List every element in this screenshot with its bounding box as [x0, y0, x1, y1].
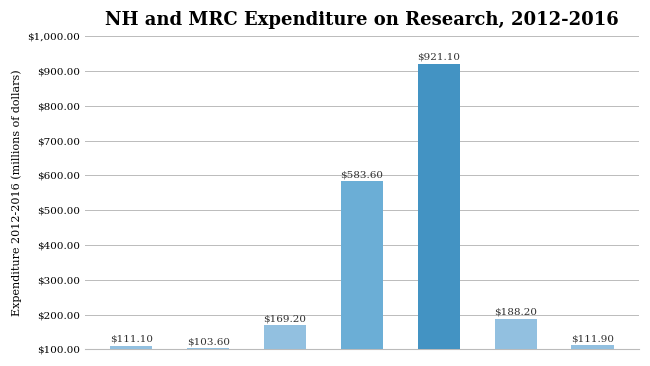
Text: $111.90: $111.90 [571, 334, 614, 343]
Bar [110, 346, 153, 366]
Text: $921.10: $921.10 [417, 53, 460, 61]
Text: $583.60: $583.60 [341, 170, 384, 179]
Title: NH and MRC Expenditure on Research, 2012-2016: NH and MRC Expenditure on Research, 2012… [105, 11, 619, 29]
Bar [418, 64, 460, 366]
Bar [571, 345, 614, 366]
Bar [495, 319, 537, 366]
Bar [187, 348, 229, 366]
Bar [341, 181, 383, 366]
Text: $103.60: $103.60 [187, 337, 229, 346]
Text: $111.10: $111.10 [110, 335, 153, 343]
Text: $169.20: $169.20 [263, 314, 307, 323]
Text: $188.20: $188.20 [494, 307, 537, 317]
Bar [264, 325, 306, 366]
Y-axis label: Expenditure 2012-2016 (millions of dollars): Expenditure 2012-2016 (millions of dolla… [11, 70, 21, 316]
